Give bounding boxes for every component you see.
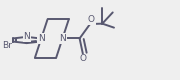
Text: N: N — [23, 32, 30, 41]
Text: O: O — [88, 15, 95, 24]
Text: N: N — [59, 34, 66, 43]
Text: O: O — [80, 54, 87, 63]
Text: N: N — [38, 34, 45, 43]
Text: Br: Br — [2, 41, 12, 50]
